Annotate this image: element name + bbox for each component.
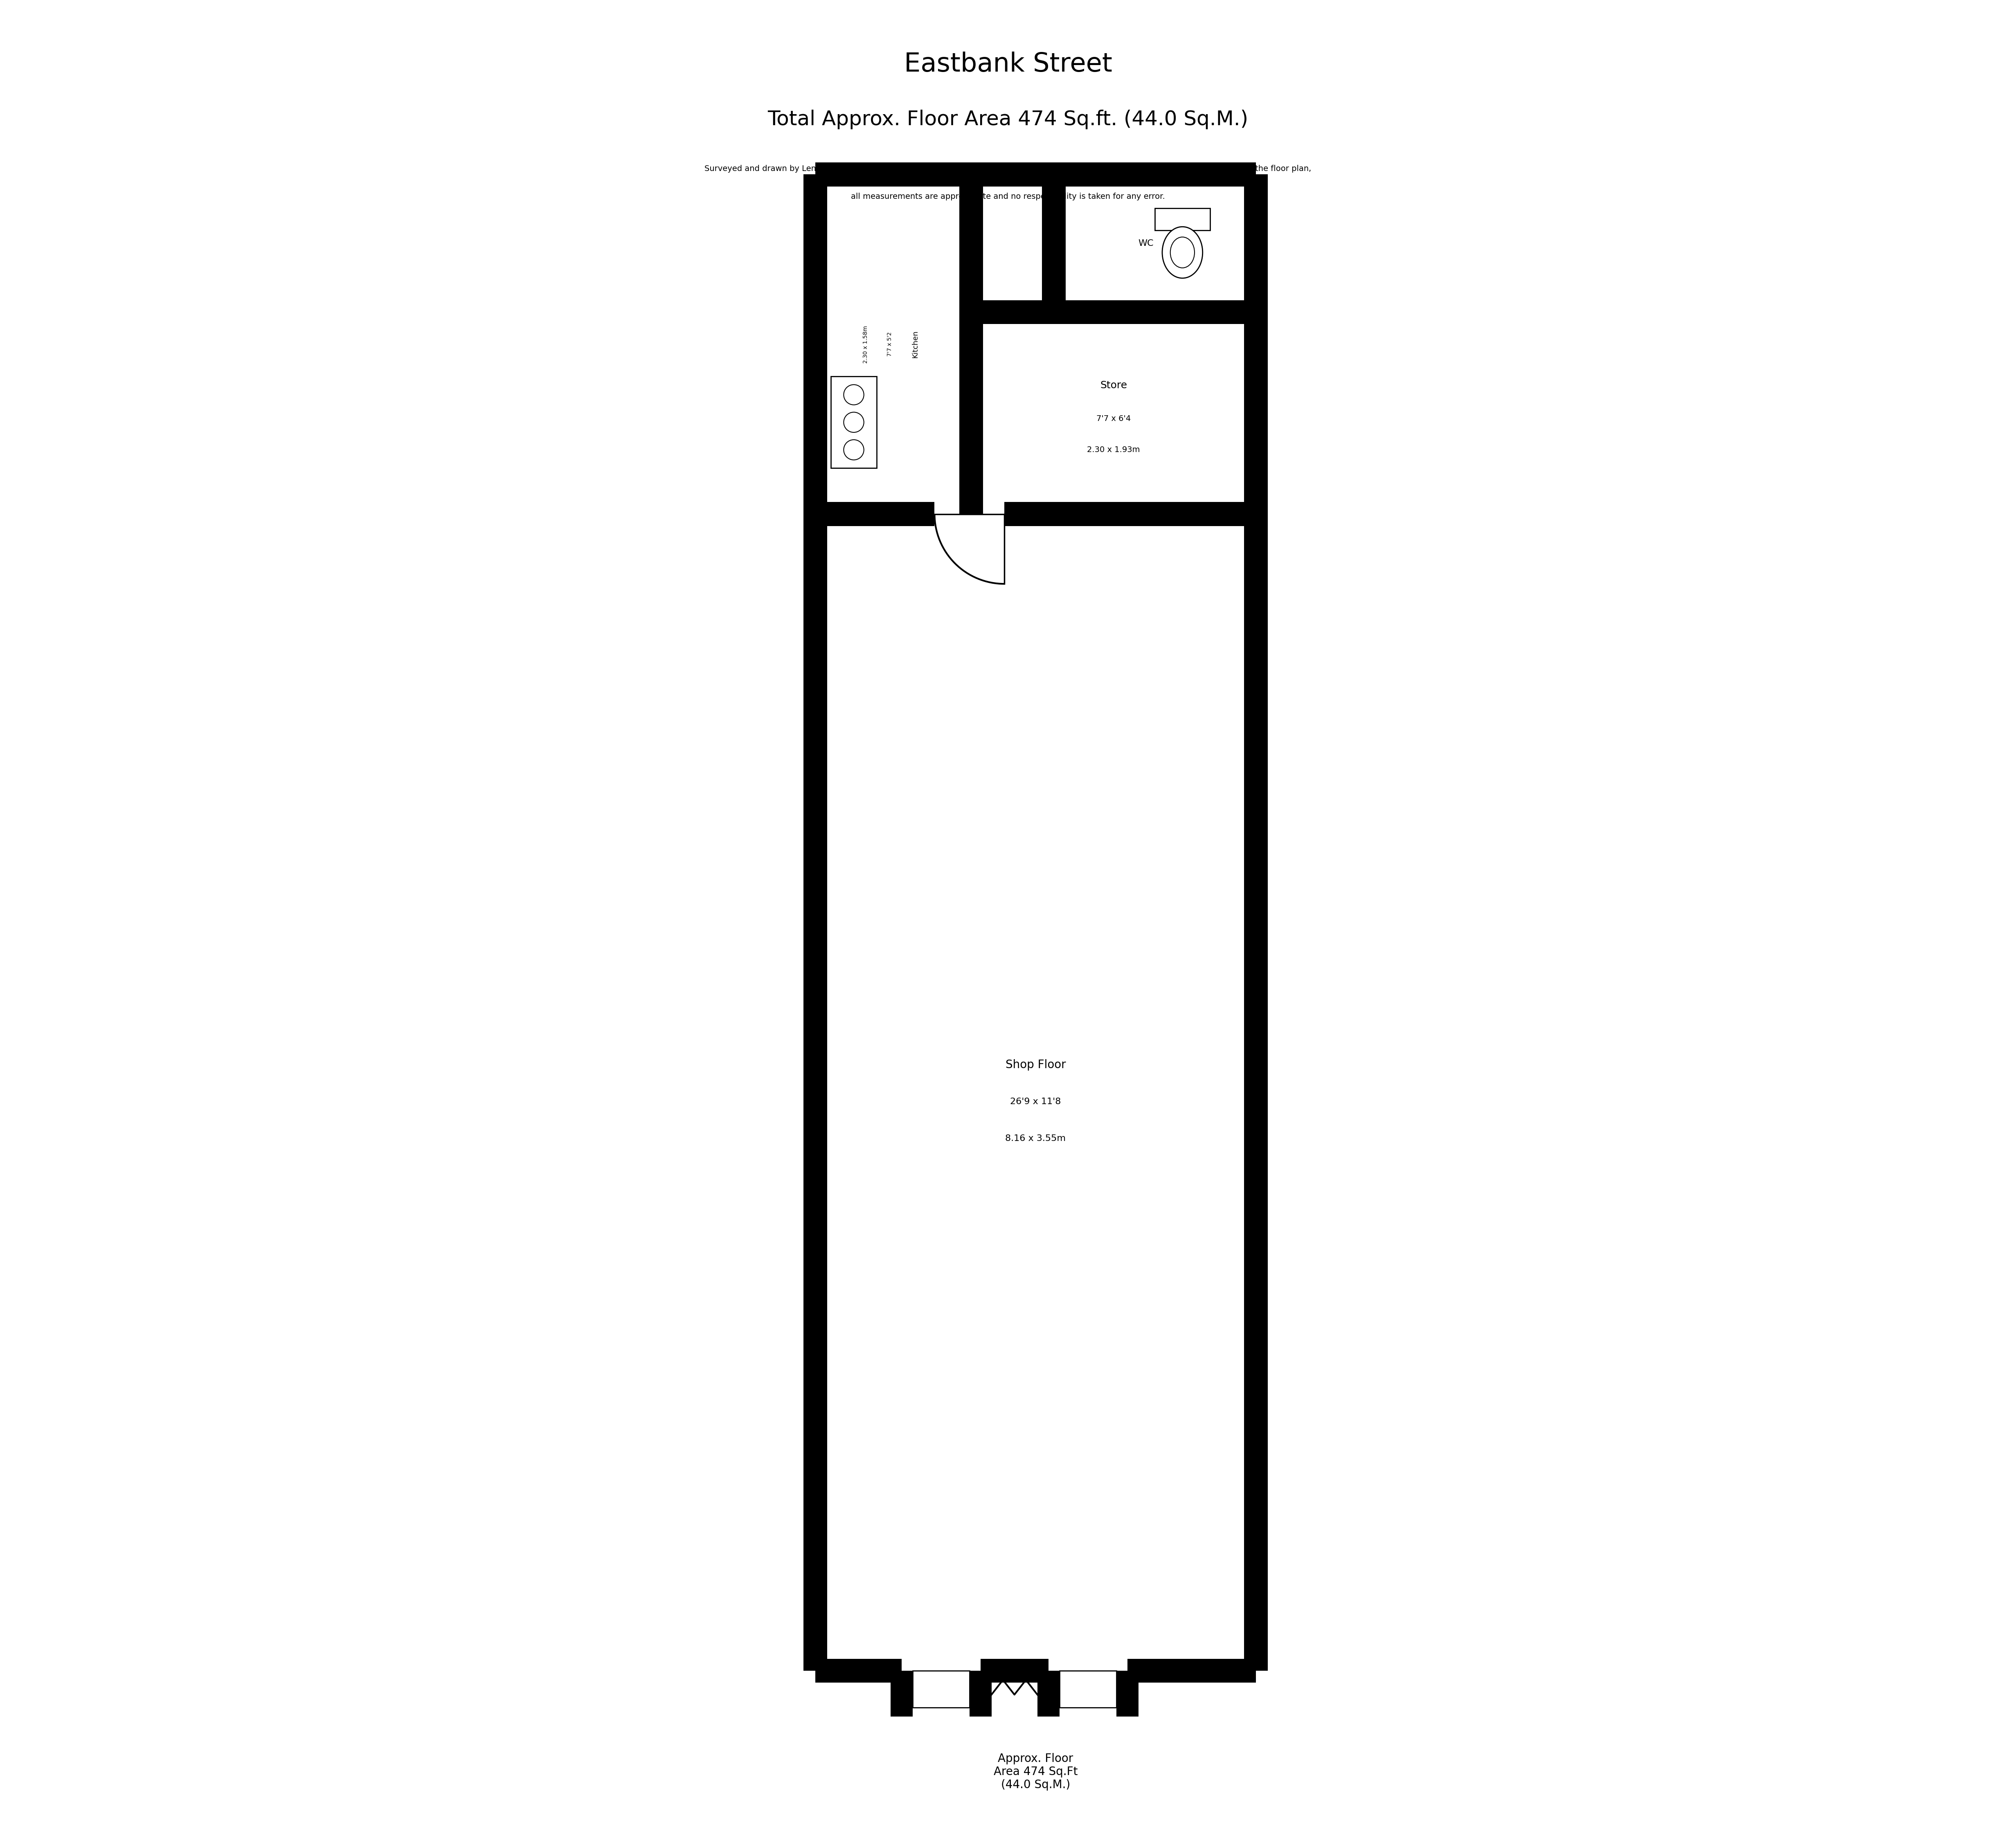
Text: Eastbank Street: Eastbank Street bbox=[903, 51, 1113, 77]
Bar bbox=[913, 1671, 970, 1707]
Text: Store: Store bbox=[1101, 380, 1127, 391]
Text: Kitchen: Kitchen bbox=[911, 330, 919, 358]
Bar bbox=[980, 1660, 1048, 1682]
Text: 26'9 x 11'8: 26'9 x 11'8 bbox=[1010, 1098, 1060, 1105]
Bar bbox=[814, 163, 1256, 187]
Text: 8.16 x 3.55m: 8.16 x 3.55m bbox=[1006, 1135, 1066, 1142]
Bar bbox=[814, 501, 935, 525]
Bar bbox=[1117, 1671, 1139, 1717]
Bar bbox=[1060, 1671, 1117, 1707]
Text: WC: WC bbox=[1137, 239, 1153, 248]
Ellipse shape bbox=[1163, 228, 1204, 277]
Bar bbox=[1004, 501, 1256, 525]
Text: Total Approx. Floor Area 474 Sq.ft. (44.0 Sq.M.): Total Approx. Floor Area 474 Sq.ft. (44.… bbox=[768, 110, 1248, 129]
Bar bbox=[891, 1671, 913, 1717]
Text: 2.30 x 1.58m: 2.30 x 1.58m bbox=[863, 325, 869, 364]
Bar bbox=[1244, 174, 1268, 1671]
Bar bbox=[960, 174, 984, 514]
Text: Shop Floor: Shop Floor bbox=[1006, 1059, 1066, 1070]
Bar bbox=[1127, 1660, 1256, 1682]
Bar bbox=[1042, 174, 1066, 312]
Bar bbox=[831, 376, 877, 468]
Text: 7'7 x 5'2: 7'7 x 5'2 bbox=[887, 332, 893, 356]
Text: all measurements are approximate and no responsibility is taken for any error.: all measurements are approximate and no … bbox=[851, 193, 1165, 200]
Bar bbox=[814, 1660, 901, 1682]
Text: 2.30 x 1.93m: 2.30 x 1.93m bbox=[1087, 446, 1141, 453]
Bar bbox=[1155, 207, 1210, 230]
Bar bbox=[802, 174, 827, 1671]
Text: Surveyed and drawn by Lens Media for illustrative purposes only. Not to scale. W: Surveyed and drawn by Lens Media for ill… bbox=[706, 165, 1310, 173]
Bar bbox=[970, 1671, 992, 1717]
Bar bbox=[972, 301, 1256, 325]
Ellipse shape bbox=[1171, 237, 1195, 268]
Text: 7'7 x 6'4: 7'7 x 6'4 bbox=[1097, 415, 1131, 422]
Text: Approx. Floor
Area 474 Sq.Ft
(44.0 Sq.M.): Approx. Floor Area 474 Sq.Ft (44.0 Sq.M.… bbox=[994, 1753, 1079, 1790]
Bar bbox=[1038, 1671, 1060, 1717]
